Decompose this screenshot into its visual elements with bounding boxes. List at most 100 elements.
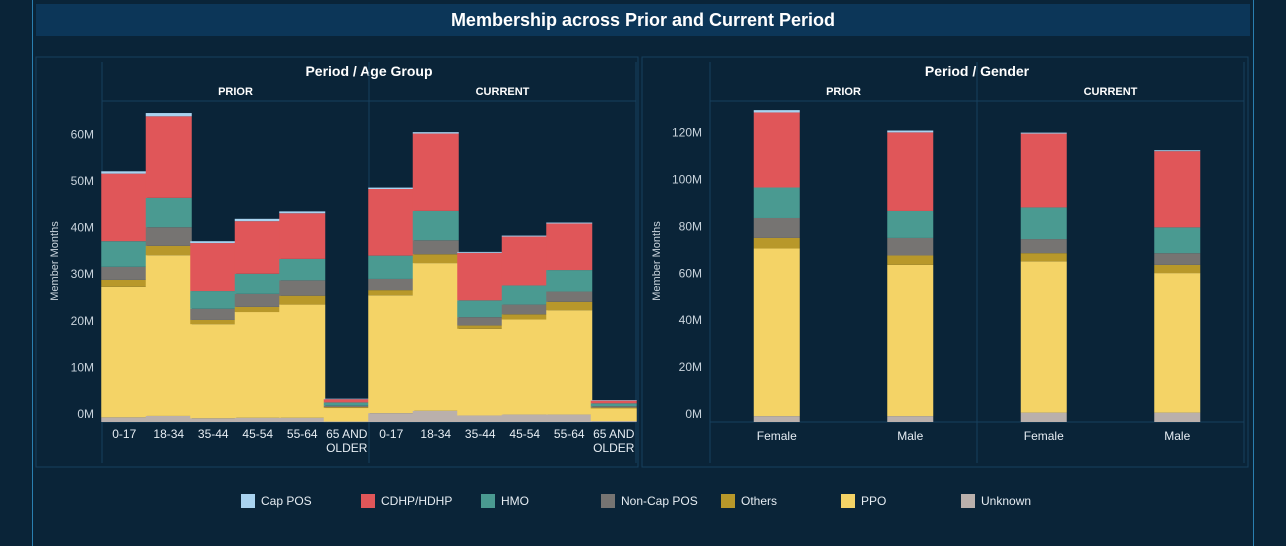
bar-prior-male-cdhp-hdhp [887, 132, 934, 211]
category-label-current-male: Male [1164, 429, 1190, 443]
category-label-prior-female: Female [757, 429, 797, 443]
bar-prior-18-34-others [145, 245, 192, 256]
bar-current-65-and-older-hmo [590, 403, 637, 407]
bar-current-55-64-hmo [546, 270, 593, 292]
bar-current-0-17-unknown [368, 413, 415, 422]
bar-prior-male-hmo [887, 210, 934, 238]
category-label-current-55-64: 55-64 [554, 427, 585, 441]
bar-prior-35-44-cdhp-hdhp [190, 243, 237, 292]
legend-swatch [481, 494, 495, 508]
bar-prior-55-64-non-cap-pos [279, 280, 326, 296]
bar-current-65-and-older-unknown [590, 421, 637, 422]
category-label-prior-55-64: 55-64 [287, 427, 318, 441]
bar-prior-0-17-others [101, 279, 148, 287]
legend-item-unknown[interactable]: Unknown [961, 494, 1031, 508]
bar-current-18-34-cap-pos [412, 132, 459, 134]
bar-prior-35-44-hmo [190, 291, 237, 309]
bar-prior-0-17-hmo [101, 241, 148, 267]
y-tick-label: 50M [71, 174, 94, 188]
bar-current-female-others [1020, 253, 1067, 262]
legend-label: CDHP/HDHP [381, 494, 453, 508]
bar-current-35-44-non-cap-pos [457, 317, 504, 326]
y-tick-label: 0M [685, 407, 702, 421]
bar-prior-55-64-hmo [279, 258, 326, 281]
legend-item-hmo[interactable]: HMO [481, 494, 529, 508]
chart-panel-period-gender [641, 56, 1249, 468]
bar-prior-55-64-ppo [279, 304, 326, 418]
y-tick-label: 120M [672, 126, 702, 140]
bar-current-65-and-older-cap-pos [590, 400, 637, 401]
bar-current-0-17-cdhp-hdhp [368, 189, 415, 256]
bar-prior-male-unknown [887, 416, 934, 422]
bar-prior-female-unknown [753, 416, 800, 422]
bar-current-35-44-ppo [457, 328, 504, 416]
bar-current-55-64-others [546, 301, 593, 311]
bar-current-18-34-cdhp-hdhp [412, 133, 459, 211]
bar-prior-18-34-ppo [145, 255, 192, 416]
bar-prior-male-cap-pos [887, 130, 934, 133]
legend-item-ppo[interactable]: PPO [841, 494, 886, 508]
bar-current-55-64-non-cap-pos [546, 291, 593, 302]
bar-current-female-cdhp-hdhp [1020, 133, 1067, 208]
chart-panel-period-age-group [35, 56, 639, 468]
legend-swatch [241, 494, 255, 508]
legend-item-cdhp-hdhp[interactable]: CDHP/HDHP [361, 494, 452, 508]
panel-label-prior: PRIOR [218, 86, 253, 98]
dashboard-title: Membership across Prior and Current Peri… [36, 4, 1250, 36]
bar-prior-0-17-non-cap-pos [101, 266, 148, 280]
legend-label: HMO [501, 494, 529, 508]
bar-current-65-and-older-others [590, 407, 637, 409]
bar-current-18-34-ppo [412, 263, 459, 411]
bar-prior-female-cdhp-hdhp [753, 112, 800, 188]
category-label-current-18-34: 18-34 [420, 427, 451, 441]
bar-current-0-17-non-cap-pos [368, 278, 415, 291]
category-label-prior-male: Male [897, 429, 923, 443]
bar-current-male-cdhp-hdhp [1154, 151, 1201, 228]
legend-swatch [361, 494, 375, 508]
bar-prior-45-54-unknown [234, 417, 281, 422]
legend: Cap POS CDHP/HDHP HMO Non-Cap POS Others PPO U… [0, 494, 1286, 512]
bar-current-45-54-cap-pos [501, 235, 548, 237]
bar-current-35-44-hmo [457, 300, 504, 318]
bar-prior-65-and-older-ppo [323, 408, 370, 422]
panel-label-current: CURRENT [1084, 86, 1138, 98]
bar-prior-0-17-unknown [101, 417, 148, 422]
legend-item-non-cap-pos[interactable]: Non-Cap POS [601, 494, 698, 508]
bar-prior-35-44-others [190, 319, 237, 325]
y-tick-label: 20M [71, 314, 94, 328]
bar-prior-65-and-older-unknown [323, 421, 370, 423]
bar-prior-female-hmo [753, 187, 800, 218]
category-label-current-female: Female [1024, 429, 1064, 443]
dashboard-frame [32, 0, 1254, 546]
bar-prior-45-54-non-cap-pos [234, 293, 281, 307]
legend-label: PPO [861, 494, 887, 508]
bar-current-male-hmo [1154, 227, 1201, 254]
legend-swatch [721, 494, 735, 508]
legend-swatch [601, 494, 615, 508]
bar-prior-35-44-unknown [190, 418, 237, 422]
y-tick-label: 0M [77, 407, 94, 421]
category-label-current-45-54: 45-54 [509, 427, 540, 441]
bar-prior-55-64-cap-pos [279, 211, 326, 214]
bar-prior-18-34-unknown [145, 415, 192, 422]
y-tick-label: 40M [71, 221, 94, 235]
bar-current-male-ppo [1154, 273, 1201, 413]
bar-prior-male-others [887, 255, 934, 265]
bar-prior-45-54-others [234, 306, 281, 313]
bar-current-65-and-older-cdhp-hdhp [590, 400, 637, 404]
bar-prior-0-17-cap-pos [101, 171, 148, 174]
y-axis-label: Member Months [49, 221, 61, 301]
bar-current-0-17-ppo [368, 295, 415, 414]
legend-item-others[interactable]: Others [721, 494, 777, 508]
bar-prior-female-others [753, 237, 800, 249]
bar-prior-55-64-unknown [279, 417, 326, 422]
bar-prior-female-non-cap-pos [753, 217, 800, 238]
bar-prior-45-54-ppo [234, 312, 281, 418]
bar-prior-female-ppo [753, 248, 800, 417]
legend-item-cap-pos[interactable]: Cap POS [241, 494, 312, 508]
bar-current-65-and-older-non-cap-pos [590, 406, 637, 408]
category-label-prior-35-44: 35-44 [198, 427, 229, 441]
bar-prior-55-64-cdhp-hdhp [279, 213, 326, 259]
bar-current-18-34-unknown [412, 410, 459, 422]
bar-current-65-and-older-ppo [590, 408, 637, 422]
